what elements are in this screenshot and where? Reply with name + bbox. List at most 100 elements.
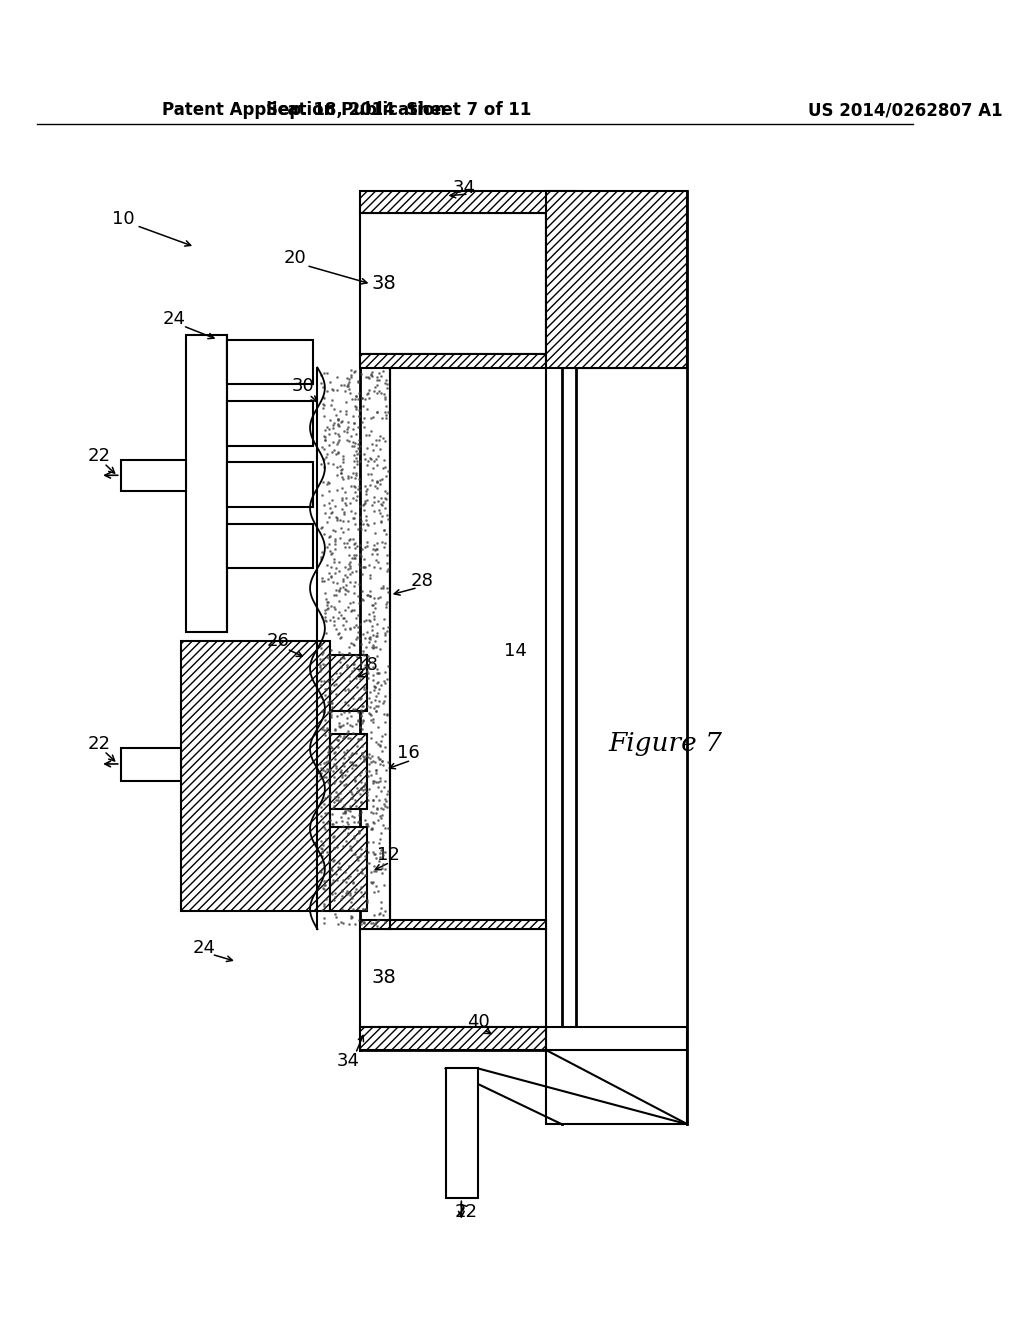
- Point: [358, 399, 375, 420]
- Point: [326, 795, 342, 816]
- Point: [339, 532, 355, 553]
- Point: [327, 743, 343, 764]
- Point: [314, 841, 331, 862]
- Point: [351, 614, 368, 635]
- Point: [370, 623, 386, 644]
- Point: [323, 692, 339, 713]
- Point: [349, 898, 366, 919]
- Point: [354, 696, 371, 717]
- Point: [331, 642, 347, 663]
- Point: [374, 862, 390, 883]
- Point: [340, 867, 356, 888]
- Point: [368, 912, 384, 933]
- Point: [343, 705, 359, 726]
- Point: [366, 486, 382, 507]
- Point: [345, 898, 361, 919]
- Point: [314, 846, 331, 867]
- Point: [335, 576, 351, 597]
- Point: [360, 702, 377, 723]
- Point: [318, 444, 335, 465]
- Point: [316, 907, 333, 928]
- Point: [344, 599, 360, 620]
- Point: [326, 767, 342, 788]
- Point: [352, 791, 369, 812]
- Point: [343, 436, 359, 457]
- Point: [332, 527, 348, 548]
- Point: [324, 859, 340, 880]
- Point: [318, 447, 335, 469]
- Point: [319, 363, 336, 384]
- Point: [340, 417, 356, 438]
- Point: [323, 681, 339, 702]
- Point: [355, 494, 372, 515]
- Text: 34: 34: [453, 180, 475, 198]
- Point: [323, 409, 339, 430]
- Point: [313, 858, 330, 879]
- Point: [352, 717, 369, 738]
- Point: [334, 477, 350, 498]
- Point: [379, 483, 395, 504]
- Point: [344, 907, 360, 928]
- Point: [330, 424, 346, 445]
- Point: [342, 383, 358, 404]
- Point: [375, 692, 391, 713]
- Point: [372, 829, 388, 850]
- Point: [341, 671, 357, 692]
- Point: [335, 816, 351, 837]
- Point: [373, 639, 389, 660]
- Point: [366, 697, 382, 718]
- Point: [342, 866, 358, 887]
- Point: [341, 855, 357, 876]
- Point: [347, 482, 364, 503]
- Point: [370, 367, 386, 388]
- Point: [319, 380, 336, 401]
- Point: [323, 702, 339, 723]
- Point: [362, 421, 379, 442]
- Point: [355, 748, 372, 770]
- Point: [365, 912, 381, 933]
- Point: [360, 832, 377, 853]
- Bar: [330, 828, 367, 911]
- Point: [358, 366, 375, 387]
- Point: [336, 583, 352, 605]
- Point: [377, 661, 393, 682]
- Point: [344, 758, 360, 779]
- Point: [345, 653, 361, 675]
- Point: [335, 714, 351, 735]
- Point: [362, 912, 379, 933]
- Point: [366, 380, 382, 401]
- Point: [335, 836, 351, 857]
- Point: [336, 533, 352, 554]
- Point: [362, 474, 379, 495]
- Point: [338, 579, 354, 601]
- Point: [344, 751, 360, 772]
- Point: [321, 424, 337, 445]
- Point: [366, 587, 382, 609]
- Point: [372, 557, 388, 578]
- Point: [313, 659, 330, 680]
- Point: [322, 527, 338, 548]
- Point: [340, 375, 356, 396]
- Point: [327, 440, 343, 461]
- Point: [327, 520, 343, 541]
- Point: [333, 704, 349, 725]
- Point: [327, 599, 343, 620]
- Point: [378, 791, 394, 812]
- Point: [317, 610, 334, 631]
- Point: [329, 572, 345, 593]
- Point: [377, 788, 393, 809]
- Point: [330, 857, 346, 878]
- Point: [372, 438, 388, 459]
- Point: [316, 685, 333, 706]
- Point: [355, 513, 372, 535]
- Point: [349, 478, 366, 499]
- Point: [357, 492, 374, 513]
- Point: [352, 652, 369, 673]
- Point: [325, 692, 341, 713]
- Point: [373, 425, 389, 446]
- Point: [340, 702, 356, 723]
- Point: [334, 459, 350, 480]
- Point: [352, 729, 369, 750]
- Point: [330, 729, 346, 750]
- Point: [354, 718, 371, 739]
